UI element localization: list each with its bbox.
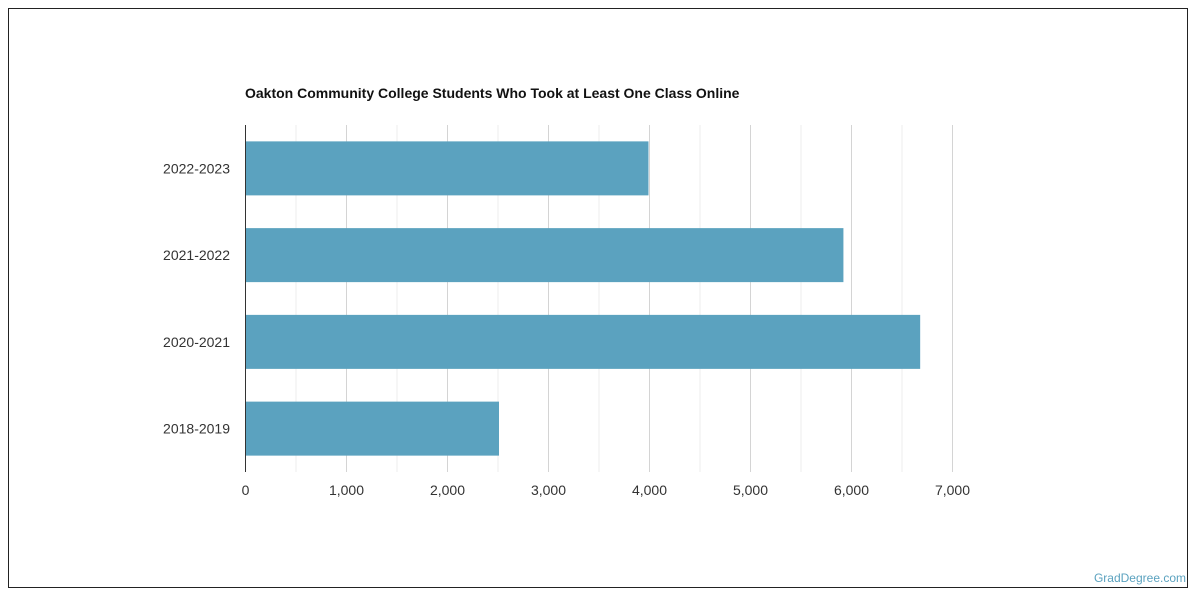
x-tick-label: 4,000 [632, 482, 667, 498]
bar-2018-2019 [245, 401, 500, 456]
chart-title: Oakton Community College Students Who To… [245, 85, 740, 101]
y-tick-label: 2020-2021 [163, 334, 230, 350]
x-tick-label: 2,000 [430, 482, 465, 498]
watermark-text: GradDegree.com [1093, 571, 1186, 585]
bar-2022-2023 [245, 141, 649, 196]
x-tick-label: 6,000 [834, 482, 869, 498]
x-tick-label: 1,000 [329, 482, 364, 498]
x-tick-label: 5,000 [733, 482, 768, 498]
y-tick-label: 2022-2023 [163, 160, 230, 176]
label-layer: 2022-2023 2021-2022 2020-2021 2018-2019 0 1,0… [163, 160, 970, 498]
y-tick-label: 2021-2022 [163, 247, 230, 263]
x-tick-label: 0 [242, 482, 250, 498]
bar-layer [245, 141, 921, 456]
x-tick-label: 3,000 [531, 482, 566, 498]
bar-2020-2021 [245, 314, 921, 369]
bar-2021-2022 [245, 228, 844, 283]
chart-frame [8, 8, 1188, 588]
x-tick-label: 7,000 [935, 482, 970, 498]
y-tick-label: 2018-2019 [163, 421, 230, 437]
